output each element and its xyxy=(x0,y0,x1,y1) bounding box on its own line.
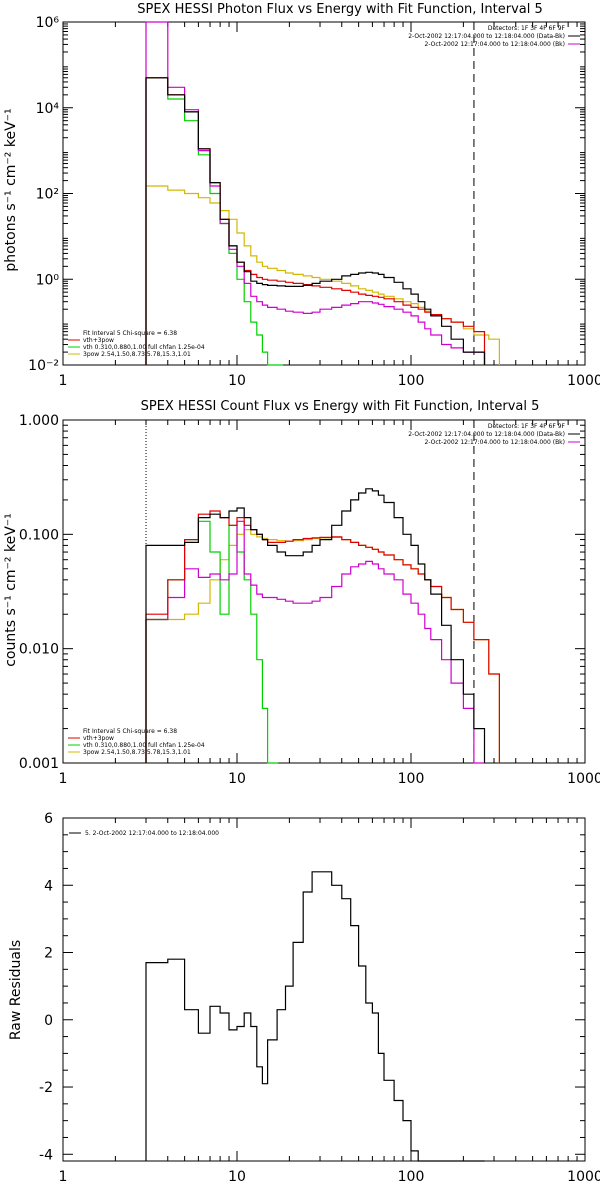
residuals-panel: Raw Residuals 5. 2-Oct-2002 12:17:04.000… xyxy=(8,830,219,1040)
photon-flux-legend-bottom-left: Fit Interval 5 Chi-square = 6.38vth+3pow… xyxy=(68,330,205,358)
legend-top-left-entry: 5. 2-Oct-2002 12:17:04.000 to 12:18:04.0… xyxy=(85,830,219,837)
legend-bottom-left-entry: 3pow 2.54,1.50,8.73,5.78,15.3,1.01 xyxy=(83,351,191,358)
legend-bottom-left-entry: vth 0.310,0.880,1.00 full chfan 1.25e-04 xyxy=(83,742,205,749)
legend-top-right-entry: Detectors: 1F 3F 4F 6F 9F xyxy=(488,25,566,32)
residuals-legend: 5. 2-Oct-2002 12:17:04.000 to 12:18:04.0… xyxy=(69,830,219,837)
legend-top-right-entry: 2-Oct-2002 12:17:04.000 to 12:18:04.000 … xyxy=(408,33,565,40)
count-flux-legend-bottom-left: Fit Interval 5 Chi-square = 6.38vth+3pow… xyxy=(68,728,205,756)
legend-top-right-entry: 2-Oct-2002 12:17:04.000 to 12:18:04.000 … xyxy=(408,431,565,438)
y-tick-label: 6 xyxy=(44,811,53,827)
y-tick-label: 0.010 xyxy=(19,642,59,658)
y-tick-label: 0.001 xyxy=(19,756,59,772)
series-line--data-bk- xyxy=(145,488,486,763)
x-tick-label: 1 xyxy=(59,771,68,787)
legend-bottom-left-entry: Fit Interval 5 Chi-square = 6.38 xyxy=(83,728,177,735)
y-tick-label: 10⁶ xyxy=(36,15,60,31)
x-tick-label: 10 xyxy=(228,1169,246,1185)
series-line--bk- xyxy=(145,520,485,764)
count-flux-ylabel: counts s⁻¹ cm⁻² keV⁻¹ xyxy=(3,513,19,667)
x-tick-label: 1000 xyxy=(567,1169,600,1185)
x-tick-label: 100 xyxy=(398,1169,425,1185)
series-line--data-bk- xyxy=(145,77,486,365)
legend-bottom-left-entry: vth+3pow xyxy=(83,337,114,344)
series-line-vth xyxy=(145,77,284,366)
photon-flux-panel: SPEX HESSI Photon Flux vs Energy with Fi… xyxy=(3,2,580,358)
y-tick-label: 10⁻² xyxy=(28,358,59,374)
series-line-vth xyxy=(145,520,279,764)
y-tick-label: 10² xyxy=(36,187,59,203)
legend-bottom-left-entry: vth 0.310,0.880,1.00 full chfan 1.25e-04 xyxy=(83,344,205,351)
x-tick-label: 100 xyxy=(398,373,425,389)
count-flux-panel: SPEX HESSI Count Flux vs Energy with Fit… xyxy=(3,399,580,756)
legend-top-right-entry: Detectors: 1F 3F 4F 6F 9F xyxy=(488,423,566,430)
legend-bottom-left-entry: 3pow 2.54,1.50,8.73,5.78,15.3,1.01 xyxy=(83,749,191,756)
legend-bottom-left-entry: vth+3pow xyxy=(83,735,114,742)
y-tick-label: -2 xyxy=(39,1080,53,1096)
x-tick-label: 1000 xyxy=(567,771,600,787)
plot-frame-2 xyxy=(62,817,586,1162)
plot-frame-0 xyxy=(62,21,586,366)
series-line-5-2-oct-2002-12-17-04-000-to-12-18-04-000 xyxy=(145,871,485,1162)
legend-bottom-left-entry: Fit Interval 5 Chi-square = 6.38 xyxy=(83,330,177,337)
residuals-ylabel: Raw Residuals xyxy=(8,940,24,1040)
y-tick-label: 10⁰ xyxy=(36,272,60,288)
y-tick-label: 4 xyxy=(44,878,53,894)
series-line-vth-3pow xyxy=(145,510,500,763)
y-tick-label: 1.000 xyxy=(19,413,59,429)
y-tick-label: 0 xyxy=(44,1013,53,1029)
x-tick-label: 1 xyxy=(59,373,68,389)
y-tick-label: 10⁴ xyxy=(36,101,60,117)
x-tick-label: 10 xyxy=(228,771,246,787)
plot-frame-1 xyxy=(62,419,586,764)
y-tick-label: 0.100 xyxy=(19,527,59,543)
series-line-3pow xyxy=(145,529,500,763)
photon-flux-ylabel: photons s⁻¹ cm⁻² keV⁻¹ xyxy=(3,108,19,271)
legend-top-right-entry: 2-Oct-2002 12:17:04.000 to 12:18:04.000 … xyxy=(425,439,566,446)
x-tick-label: 1000 xyxy=(567,373,600,389)
x-tick-label: 1 xyxy=(59,1169,68,1185)
count-flux-legend-top-right: Detectors: 1F 3F 4F 6F 9F2-Oct-2002 12:1… xyxy=(408,423,580,446)
count-flux-title: SPEX HESSI Count Flux vs Energy with Fit… xyxy=(141,399,540,414)
x-tick-label: 100 xyxy=(398,771,425,787)
series-line-3pow xyxy=(145,185,500,365)
photon-flux-legend-top-right: Detectors: 1F 3F 4F 6F 9F2-Oct-2002 12:1… xyxy=(408,25,580,48)
legend-top-right-entry: 2-Oct-2002 12:17:04.000 to 12:18:04.000 … xyxy=(425,41,566,48)
photon-flux-title: SPEX HESSI Photon Flux vs Energy with Fi… xyxy=(137,2,543,17)
x-tick-label: 10 xyxy=(228,373,246,389)
y-tick-label: -4 xyxy=(39,1147,53,1163)
y-tick-label: 2 xyxy=(44,946,53,962)
